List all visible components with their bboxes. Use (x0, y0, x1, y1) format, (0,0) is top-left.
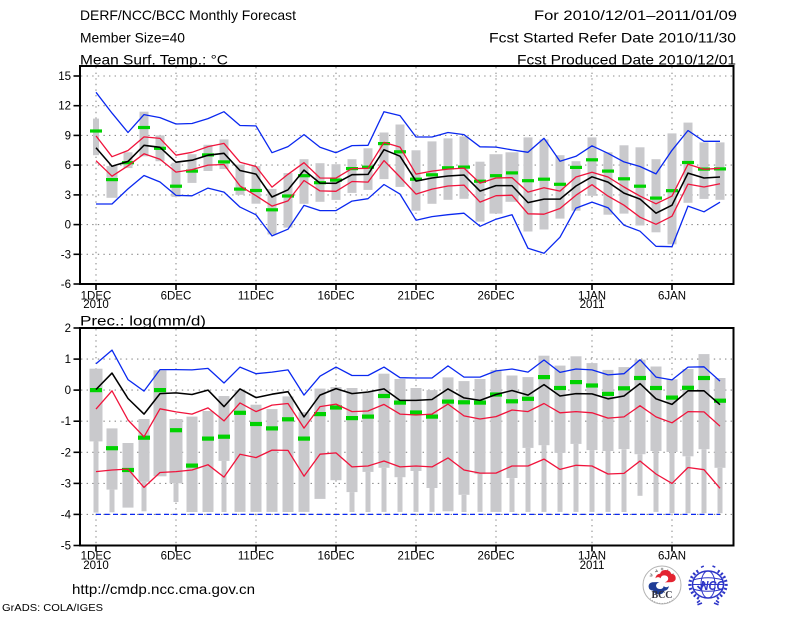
svg-text:16DEC: 16DEC (317, 291, 354, 303)
svg-text:15: 15 (58, 71, 71, 83)
svg-text:Fcst Produced Date 2010/12/01: Fcst Produced Date 2010/12/01 (517, 52, 736, 68)
svg-text:2010: 2010 (83, 299, 109, 311)
svg-text:21DEC: 21DEC (397, 551, 434, 563)
svg-text:6: 6 (65, 160, 71, 172)
svg-text:Mean Surf. Temp.: °C: Mean Surf. Temp.: °C (80, 52, 228, 68)
svg-text:2: 2 (65, 323, 71, 335)
svg-text:0: 0 (65, 220, 71, 232)
svg-text:-1: -1 (61, 416, 71, 428)
svg-text:6DEC: 6DEC (161, 551, 192, 563)
svg-text:2011: 2011 (580, 560, 605, 572)
svg-text:Fcst Started Refer Date 2010/1: Fcst Started Refer Date 2010/11/30 (489, 30, 736, 46)
svg-text:2010: 2010 (83, 560, 109, 572)
svg-text:1JAN: 1JAN (578, 551, 606, 563)
svg-text:1DEC: 1DEC (81, 291, 112, 303)
svg-text:For 2010/12/01–2011/01/09: For 2010/12/01–2011/01/09 (534, 7, 737, 23)
svg-text:9: 9 (65, 130, 71, 142)
svg-text:-3: -3 (61, 249, 71, 261)
svg-text:DERF/NCC/BCC Monthly Forecast: DERF/NCC/BCC Monthly Forecast (80, 7, 296, 23)
svg-text:0: 0 (65, 385, 71, 397)
svg-text:16DEC: 16DEC (317, 551, 354, 563)
svg-text:26DEC: 26DEC (477, 551, 514, 563)
svg-text:6DEC: 6DEC (161, 291, 192, 303)
svg-text:-6: -6 (61, 279, 71, 291)
svg-text:-4: -4 (61, 509, 72, 521)
svg-text:-5: -5 (61, 541, 71, 553)
svg-text:3: 3 (65, 190, 71, 202)
svg-text:http://cmdp.ncc.cma.gov.cn: http://cmdp.ncc.cma.gov.cn (72, 581, 255, 597)
svg-text:GrADS: COLA/IGES: GrADS: COLA/IGES (2, 602, 103, 614)
svg-text:1DEC: 1DEC (81, 551, 112, 563)
svg-text:11DEC: 11DEC (238, 551, 274, 563)
svg-text:NCC: NCC (701, 578, 726, 593)
svg-text:26DEC: 26DEC (477, 291, 514, 303)
svg-text:12: 12 (58, 101, 71, 113)
svg-text:1JAN: 1JAN (578, 291, 606, 303)
svg-text:6JAN: 6JAN (658, 551, 686, 563)
svg-text:2011: 2011 (580, 299, 605, 311)
svg-text:11DEC: 11DEC (238, 291, 274, 303)
svg-text:Prec.: log(mm/d): Prec.: log(mm/d) (80, 314, 206, 329)
svg-text:-2: -2 (61, 447, 71, 459)
svg-text:Member Size=40: Member Size=40 (80, 30, 185, 46)
svg-text:-3: -3 (61, 478, 71, 490)
svg-text:BCC: BCC (652, 590, 673, 601)
svg-text:6JAN: 6JAN (658, 291, 686, 303)
svg-text:21DEC: 21DEC (397, 291, 434, 303)
svg-text:1: 1 (65, 354, 71, 366)
